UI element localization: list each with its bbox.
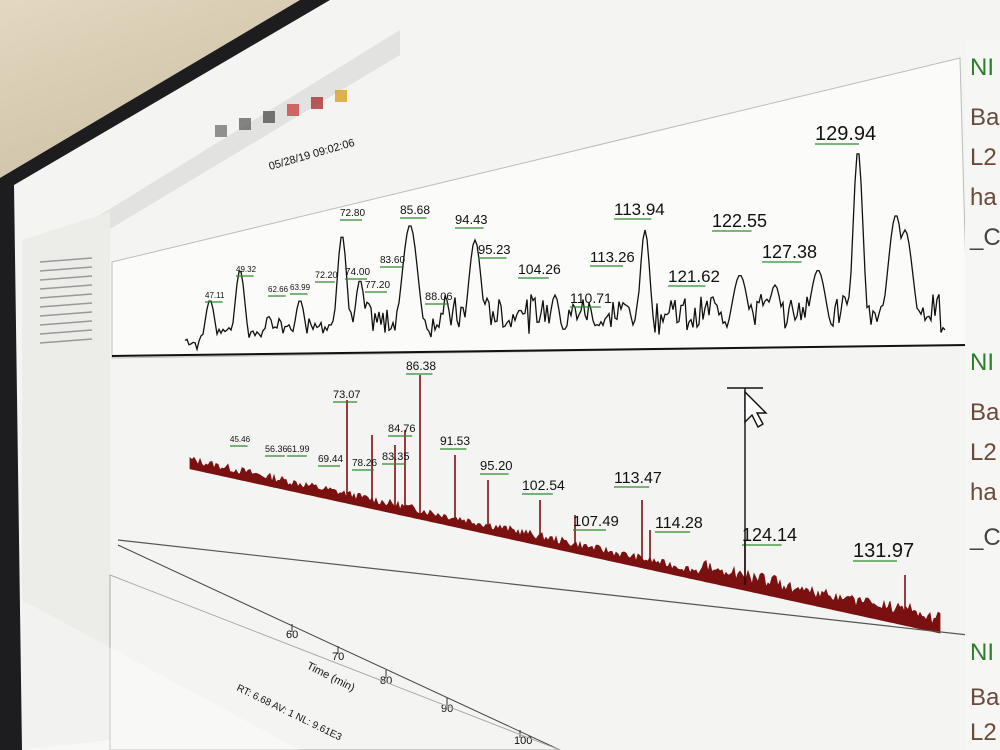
side-panel-row: _C (969, 224, 1000, 251)
side-panel-rows: NI Ba L2 ha _C NI Ba L2 ha _C NI Ba L2 (969, 54, 1000, 746)
top-peak-label: 85.68 (400, 203, 430, 217)
side-panel-row: ha (970, 184, 997, 211)
top-peak-label: 121.62 (668, 267, 720, 286)
lower-panel-divider (109, 574, 561, 750)
top-peak-label: 104.26 (518, 261, 561, 277)
bottom-peak-label: 131.97 (853, 540, 914, 562)
side-panel-row: Ba (970, 399, 1000, 426)
top-peak-label: 83.60 (380, 255, 405, 266)
side-panel-row: _C (969, 524, 1000, 551)
top-peak-label: 47.11 (205, 291, 225, 300)
top-chromatogram: 47.11 49.32 62.66 63.99 72.20 72.80 74.00 77.20… (111, 57, 969, 359)
axis-tick-label: 60 (286, 629, 298, 641)
bottom-trace (189, 456, 941, 634)
side-panel-row: Ba (970, 684, 1000, 711)
top-peak-label: 63.99 (290, 283, 311, 292)
bottom-peak-label: 56.36 (265, 444, 288, 454)
bottom-peak-label: 83.35 (382, 451, 410, 463)
bottom-peak-label: 78.26 (352, 458, 377, 469)
bottom-peak-label: 73.07 (333, 389, 361, 401)
top-peak-label: 122.55 (712, 211, 767, 231)
left-panel-item[interactable] (39, 275, 93, 281)
side-panel (965, 40, 1000, 750)
grid-icon[interactable] (239, 118, 251, 130)
side-panel-row: NI (970, 54, 994, 81)
side-panel-row: L2 (970, 439, 997, 466)
side-panel-row: Ba (970, 104, 1000, 131)
bottom-peak-label: 124.14 (742, 525, 797, 545)
bottom-peak-label: 69.44 (318, 454, 343, 465)
top-baseline (111, 344, 969, 357)
toolbar-icons (215, 90, 347, 137)
top-trace (184, 153, 946, 352)
top-peak-label: 49.32 (236, 265, 257, 274)
screen-glare (22, 600, 300, 750)
top-peak-label: 74.00 (345, 267, 370, 278)
palette-icon[interactable] (287, 104, 299, 116)
left-panel-item[interactable] (39, 266, 93, 272)
bottom-peak-label: 61.99 (287, 444, 310, 454)
bottom-peak-label: 102.54 (522, 477, 565, 493)
axis-tick-label: 70 (332, 651, 344, 663)
top-peak-label: 72.80 (340, 208, 365, 219)
left-panel-item[interactable] (39, 302, 93, 308)
side-panel-row: NI (970, 639, 994, 666)
left-panel-item[interactable] (39, 284, 93, 290)
bottom-chromatogram: 45.46 56.36 61.99 69.44 73.07 78.26 83.35 84.76… (117, 359, 969, 636)
toolbar (100, 30, 400, 235)
side-panel-row: L2 (970, 719, 997, 746)
bottom-peak-label: 95.20 (480, 458, 513, 473)
top-peak-label: 94.43 (455, 212, 488, 227)
bottom-peak-labels: 45.46 56.36 61.99 69.44 73.07 78.26 83.35 84.76… (230, 359, 914, 562)
top-peak-label: 88.06 (425, 291, 453, 303)
top-peak-label: 113.94 (614, 200, 665, 219)
top-peak-label: 129.94 (815, 123, 876, 145)
top-peak-label: 77.20 (365, 280, 390, 291)
left-panel-item[interactable] (39, 320, 93, 326)
top-peak-label: 113.26 (590, 249, 635, 266)
bottom-baseline (117, 539, 969, 636)
bottom-peak-label: 91.53 (440, 434, 470, 448)
left-panel-item[interactable] (39, 293, 93, 299)
left-panel-item[interactable] (39, 257, 93, 263)
bottom-peak-label: 84.76 (388, 423, 416, 435)
top-peak-label: 72.20 (315, 270, 338, 280)
top-peak-labels: 47.11 49.32 62.66 63.99 72.20 72.80 74.00 77.20… (205, 123, 876, 308)
left-panel-item[interactable] (39, 338, 93, 344)
bottom-peak-label: 107.49 (573, 513, 619, 530)
left-panel-items (39, 257, 93, 344)
side-panel-row: NI (970, 349, 994, 376)
mouse-pointer-icon (744, 390, 768, 428)
left-panel-item[interactable] (39, 329, 93, 335)
axis-tick-label: 100 (514, 735, 532, 747)
side-panel-row: ha (970, 479, 997, 506)
bottom-peak-label: 114.28 (655, 515, 703, 532)
lightbulb-icon[interactable] (335, 90, 347, 102)
bottom-peak-label: 45.46 (230, 435, 251, 444)
left-panel-item[interactable] (39, 311, 93, 317)
top-peak-label: 127.38 (762, 242, 817, 262)
axis-line (117, 544, 561, 750)
side-panel-row: L2 (970, 144, 997, 171)
left-panel (22, 212, 110, 750)
export-icon[interactable] (311, 97, 323, 109)
top-peak-label: 62.66 (268, 285, 289, 294)
zoom-icon[interactable] (215, 125, 227, 137)
bottom-peak-label: 113.47 (614, 470, 662, 487)
cursor-crosshair[interactable] (727, 387, 768, 585)
axis-tick-label: 90 (441, 703, 453, 715)
top-peak-label: 95.23 (478, 242, 511, 257)
list-icon[interactable] (263, 111, 275, 123)
top-peak-label: 110.71 (570, 290, 612, 306)
bottom-peak-label: 86.38 (406, 359, 436, 373)
